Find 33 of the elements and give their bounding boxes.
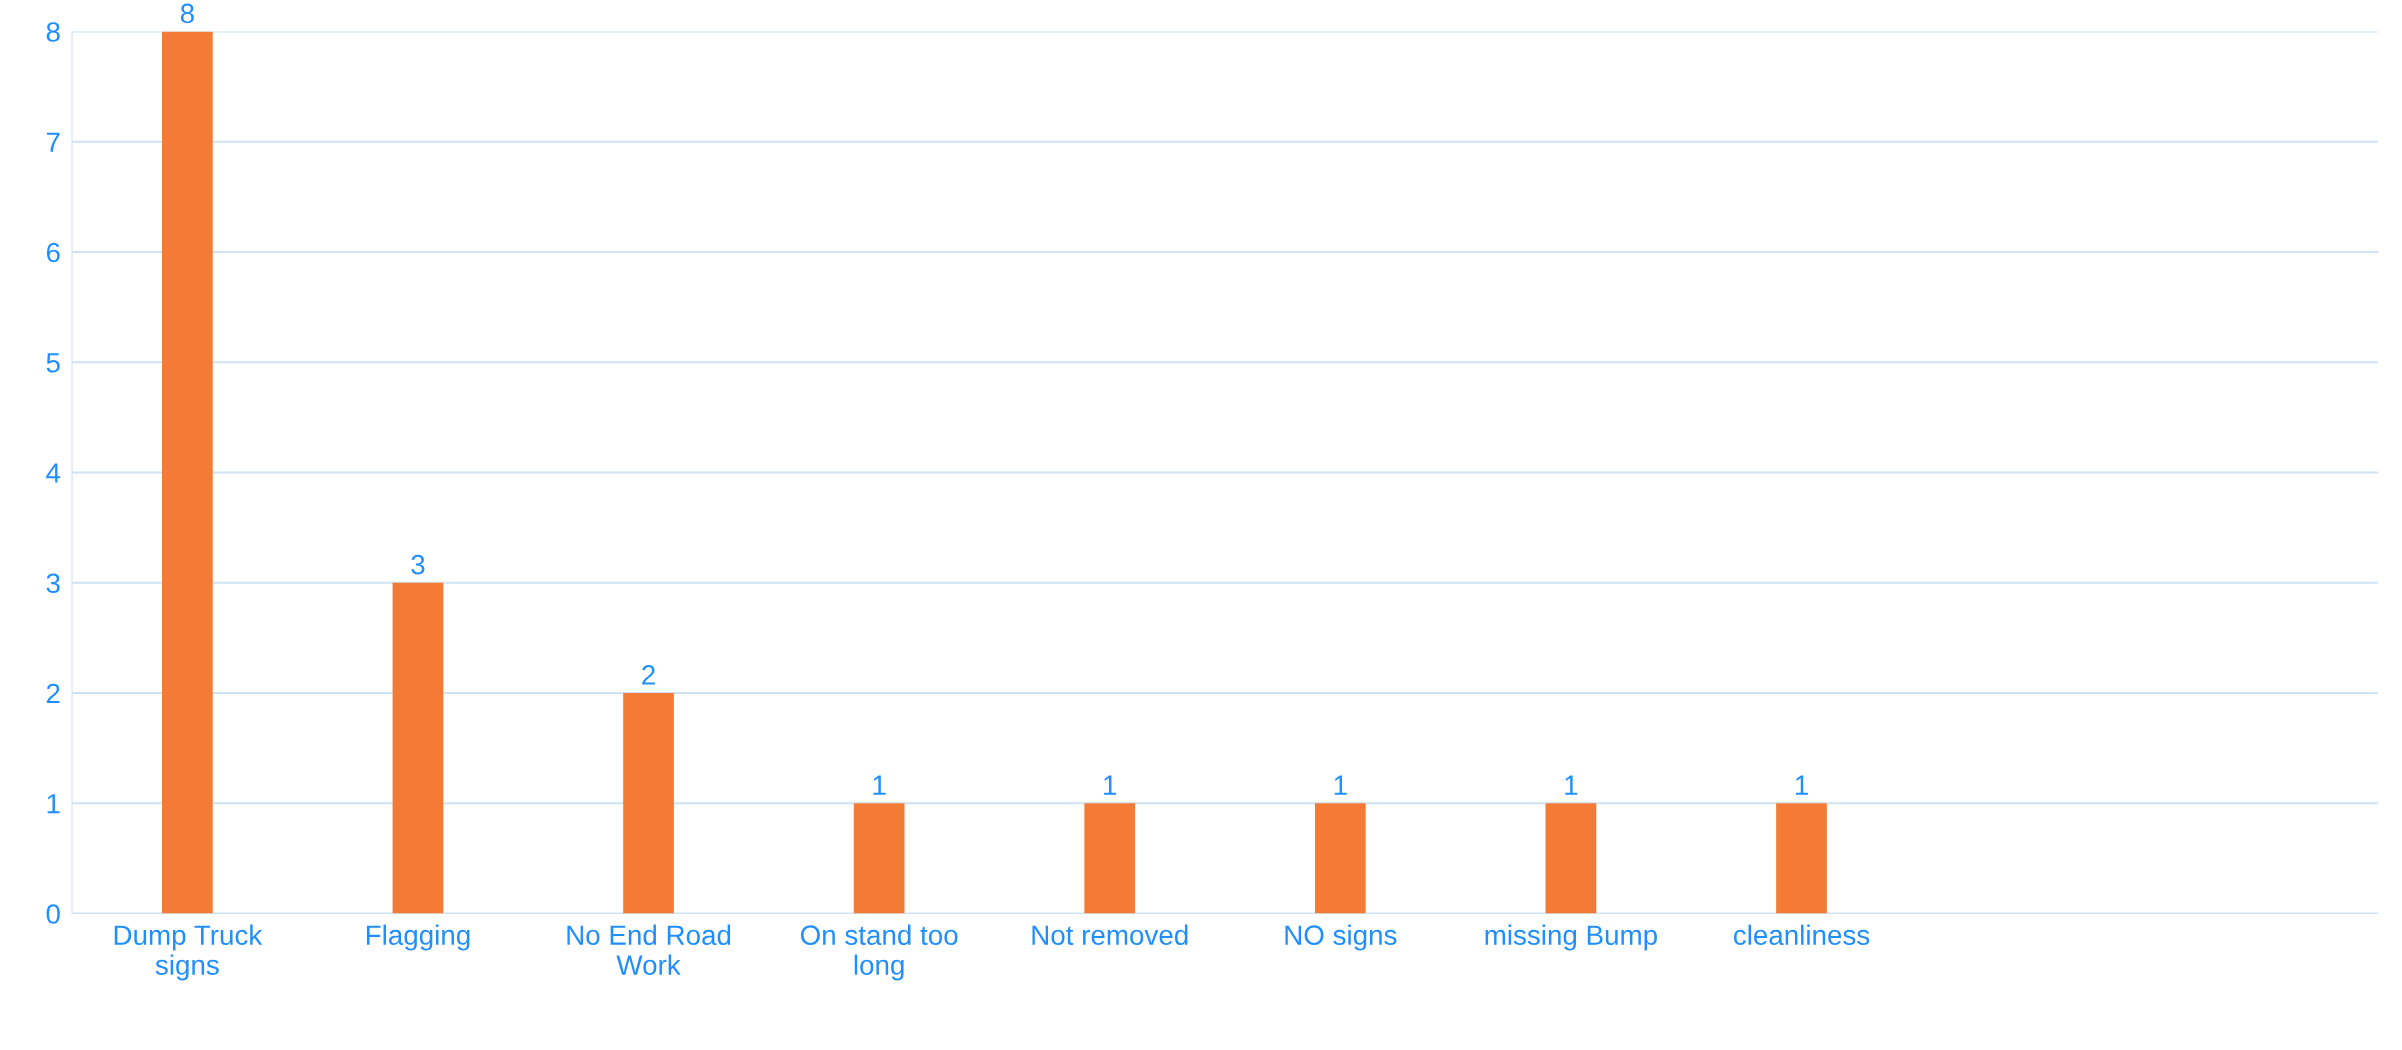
y-tick-label: 8: [46, 22, 60, 42]
data-label: 1: [1565, 775, 1578, 795]
data-label: 2: [642, 665, 655, 685]
y-tick-label: 0: [46, 904, 60, 924]
bar: [392, 582, 444, 914]
bar: [623, 693, 674, 914]
x-tick-label: Dump Truck signs: [114, 924, 263, 981]
y-tick-label: 7: [46, 132, 60, 152]
x-tick-label: Not removed: [1032, 924, 1188, 946]
data-label: 1: [1795, 775, 1808, 795]
x-tick-label: Flagging: [366, 924, 470, 951]
data-label: 1: [1104, 775, 1117, 795]
y-tick-label: 1: [47, 794, 60, 814]
data-label: 3: [411, 554, 425, 575]
y-tick-label: 3: [46, 573, 60, 594]
y-tick-label: 2: [46, 683, 60, 704]
x-tick-label: cleanliness: [1733, 924, 1870, 946]
bar: [1084, 803, 1136, 914]
bar: [161, 31, 213, 914]
bar: [1776, 803, 1827, 914]
x-tick-label: No End Road Work: [567, 924, 731, 975]
x-tick-label: On stand too long: [800, 924, 958, 981]
y-tick-label: 6: [46, 242, 60, 263]
x-tick-label: missing Bump: [1485, 924, 1657, 951]
y-tick-label: 4: [46, 463, 61, 483]
bar: [1314, 803, 1366, 914]
bar: [1545, 803, 1597, 914]
x-tick-label: NO signs: [1285, 924, 1397, 951]
bar: [853, 803, 905, 914]
data-label: 1: [873, 775, 886, 795]
data-label: 1: [1334, 775, 1347, 795]
y-tick-label: 5: [46, 353, 60, 373]
data-label: 8: [180, 3, 194, 24]
